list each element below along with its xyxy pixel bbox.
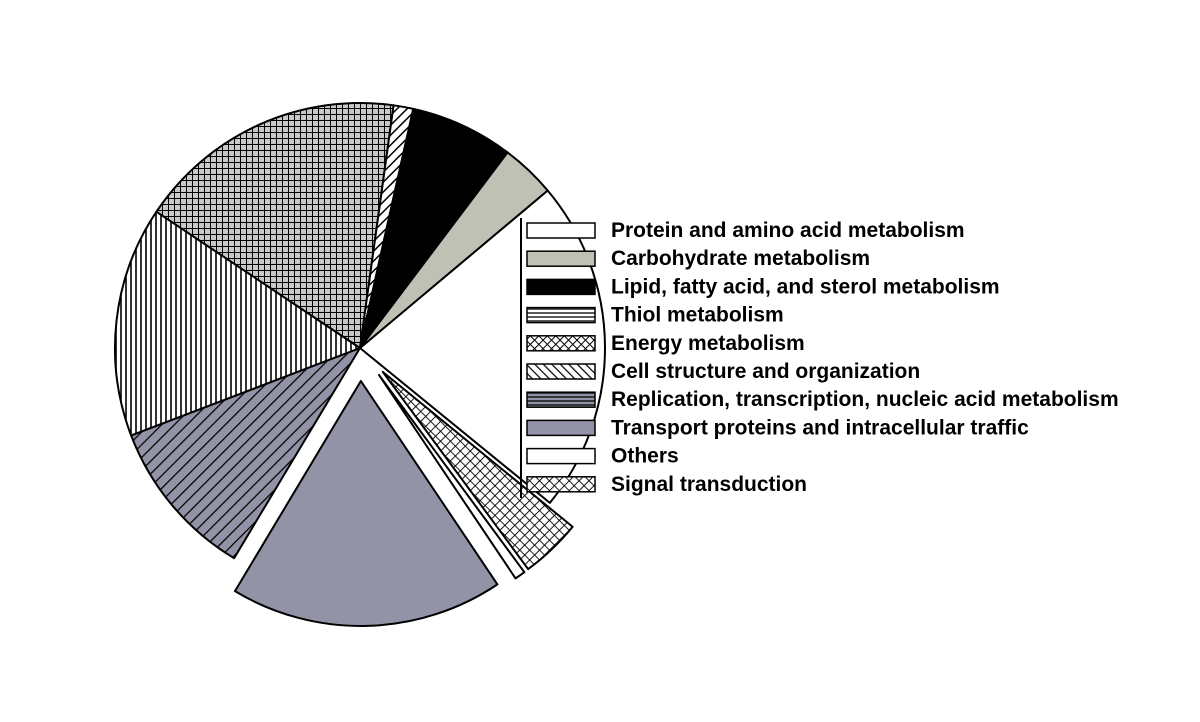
- legend-label: Energy metabolism: [611, 332, 805, 355]
- legend-item-replication-transcription-nucleic-acid-metabolism: Replication, transcription, nucleic acid…: [526, 388, 1119, 411]
- pie-slice-others: [377, 373, 526, 580]
- pie-slice-cell-structure-and-organization: [114, 210, 361, 437]
- legend-swatch: [526, 335, 596, 352]
- legend-label: Lipid, fatty acid, and sterol metabolism: [611, 275, 1000, 298]
- legend-swatch: [526, 476, 596, 493]
- legend-swatch: [526, 363, 596, 380]
- legend-item-cell-structure-and-organization: Cell structure and organization: [526, 360, 920, 383]
- pie-slice-carbohydrate-metabolism: [359, 151, 549, 349]
- legend-swatch: [526, 391, 596, 408]
- legend: Protein and amino acid metabolism Carbohy…: [526, 219, 1119, 496]
- legend-swatch: [526, 278, 596, 296]
- legend-label: Thiol metabolism: [611, 304, 784, 327]
- legend-label: Signal transduction: [611, 473, 807, 496]
- legend-swatch: [526, 250, 596, 267]
- legend-item-protein-and-amino-acid-metabolism: Protein and amino acid metabolism: [526, 219, 965, 242]
- legend-label: Replication, transcription, nucleic acid…: [611, 388, 1119, 411]
- legend-label: Carbohydrate metabolism: [611, 247, 870, 270]
- legend-swatch: [526, 447, 596, 465]
- legend-item-carbohydrate-metabolism: Carbohydrate metabolism: [526, 247, 870, 270]
- legend-label: Transport proteins and intracellular tra…: [611, 416, 1029, 439]
- legend-label: Cell structure and organization: [611, 360, 920, 383]
- legend-swatch: [526, 306, 596, 324]
- pie-slice-lipid-fatty-acid-and-sterol-metabolism: [359, 107, 509, 349]
- legend-label: Others: [611, 445, 679, 468]
- legend-swatch: [526, 419, 596, 437]
- legend-item-lipid-fatty-acid-and-sterol-metabolism: Lipid, fatty acid, and sterol metabolism: [526, 275, 1000, 298]
- legend-item-thiol-metabolism: Thiol metabolism: [526, 304, 784, 327]
- pie-slice-signal-transduction: [381, 370, 574, 571]
- legend-swatch: [526, 222, 596, 239]
- legend-item-transport-proteins-and-intracellular-traffic: Transport proteins and intracellular tra…: [526, 416, 1029, 439]
- pie-slices: [114, 102, 606, 627]
- legend-item-signal-transduction: Signal transduction: [526, 473, 807, 496]
- pie-slice-energy-metabolism: [155, 102, 395, 349]
- pie-slice-transport-proteins-and-intracellular-traffic: [233, 379, 499, 627]
- pie-slice-replication-transcription-nucleic-acid-metabolism: [130, 347, 361, 560]
- legend-label: Protein and amino acid metabolism: [611, 219, 965, 242]
- legend-item-others: Others: [526, 445, 679, 468]
- legend-item-energy-metabolism: Energy metabolism: [526, 332, 805, 355]
